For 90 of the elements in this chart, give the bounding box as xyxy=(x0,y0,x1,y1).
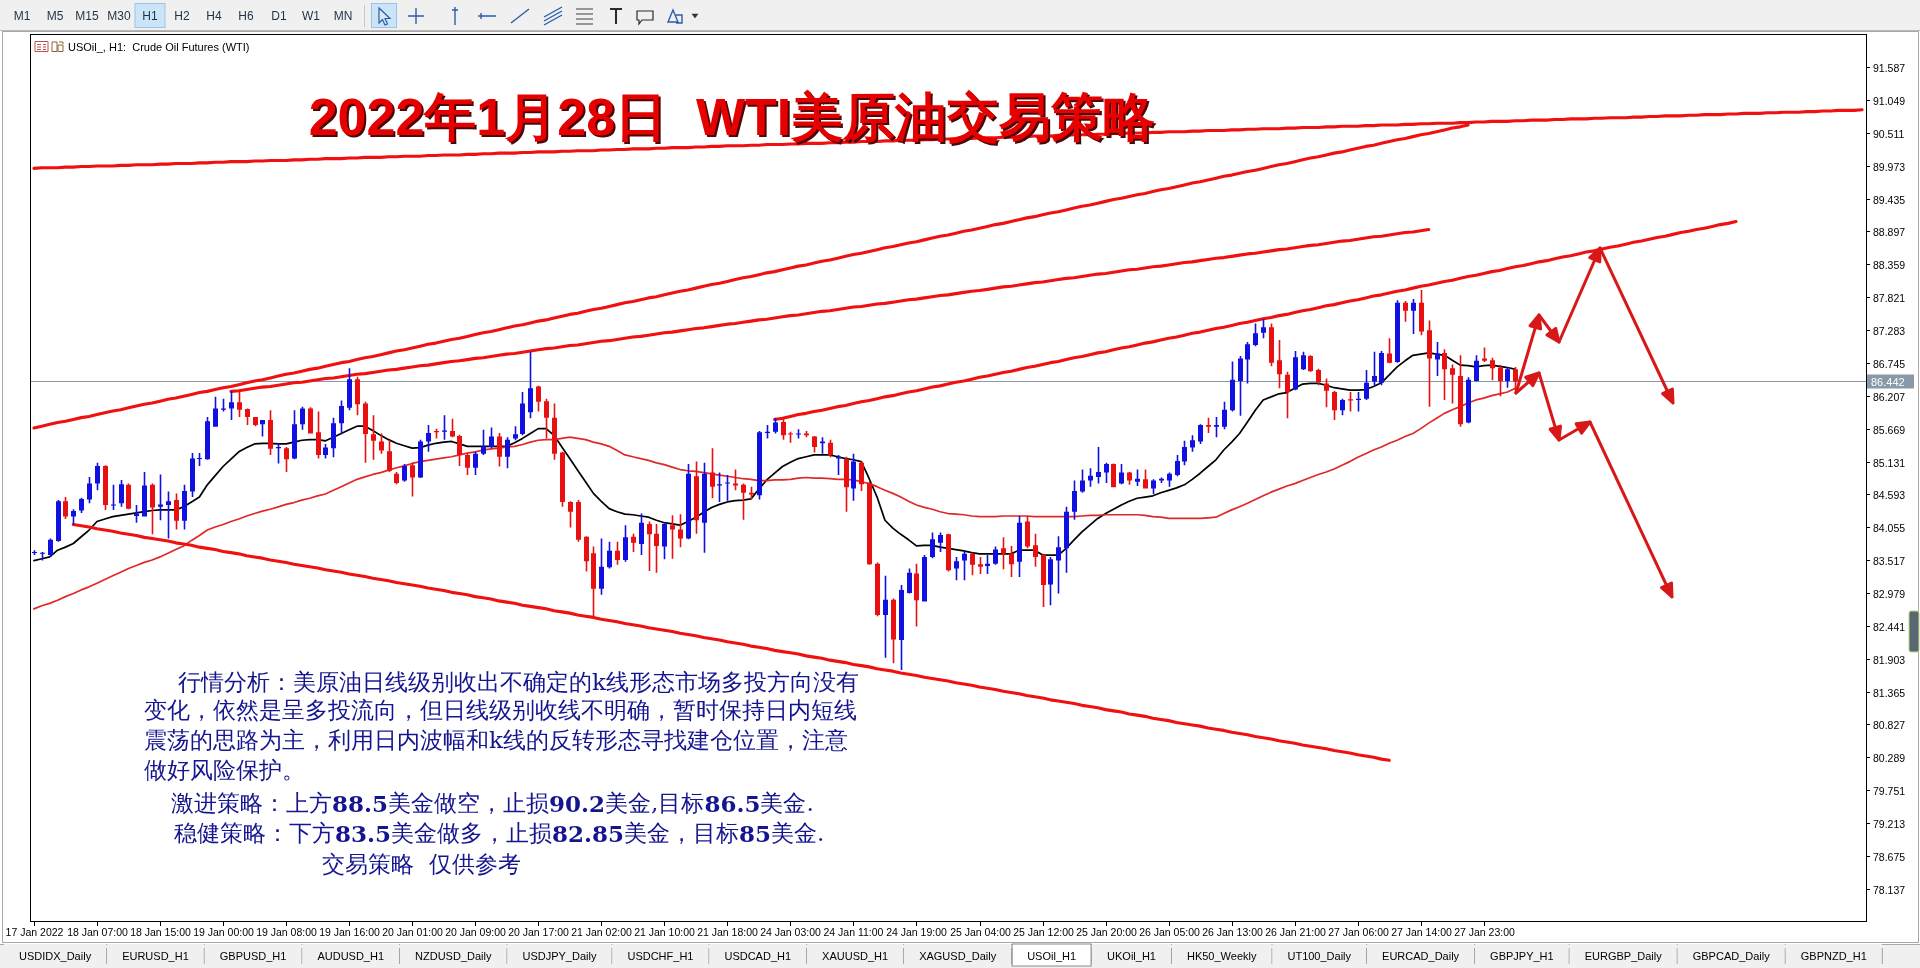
y-tick-label: 86.745 xyxy=(1873,357,1906,370)
x-tick-label: 25 Jan 20:00 xyxy=(1076,926,1138,938)
y-tick-label: 88.897 xyxy=(1873,225,1906,238)
x-tick-label: 21 Jan 02:00 xyxy=(571,926,633,938)
y-tick-label: 82.979 xyxy=(1873,587,1906,600)
text: EURUSD_H1 xyxy=(122,950,189,962)
x-tick-label: 20 Jan 01:00 xyxy=(382,926,444,938)
text: HK50_Weekly xyxy=(1186,950,1257,962)
text: D1 xyxy=(271,9,287,23)
text: XAGUSD_Daily xyxy=(919,950,997,962)
text: XAUUSD_H1 xyxy=(822,950,889,962)
x-tick-label: 25 Jan 04:00 xyxy=(950,926,1012,938)
y-tick-label: 79.213 xyxy=(1873,817,1906,830)
y-tick-label: 81.903 xyxy=(1873,653,1906,666)
y-tick-label: 85.669 xyxy=(1873,423,1906,436)
text: MN xyxy=(333,9,353,23)
y-tick-label: 80.827 xyxy=(1873,718,1906,731)
y-tick-label: 81.365 xyxy=(1873,686,1906,699)
y-tick-label: 78.675 xyxy=(1873,850,1906,863)
x-tick-label: 17 Jan 2022 xyxy=(5,926,64,938)
x-tick-label: 20 Jan 17:00 xyxy=(508,926,570,938)
x-tick-label: 27 Jan 14:00 xyxy=(1391,926,1453,938)
x-tick-label: 21 Jan 10:00 xyxy=(634,926,696,938)
text: USDIDX_Daily xyxy=(19,950,92,962)
x-tick-label: 25 Jan 12:00 xyxy=(1013,926,1075,938)
x-tick-label: 19 Jan 16:00 xyxy=(319,926,381,938)
y-tick-label: 88.359 xyxy=(1873,258,1906,271)
text: EURCAD_Daily xyxy=(1382,950,1460,962)
y-tick-label: 90.511 xyxy=(1873,127,1905,140)
y-tick-label: 87.821 xyxy=(1873,291,1906,304)
text: GBPJPY_H1 xyxy=(1490,950,1554,962)
text: H4 xyxy=(206,9,222,23)
x-tick-label: 24 Jan 11:00 xyxy=(823,926,884,938)
text: 2022年1月28日 WTI美原油交易策略 xyxy=(308,88,1156,146)
annotation: 震荡的思路为主，利用日内波幅和k线的反转形态寻找建仓位置，注意 xyxy=(144,727,848,753)
x-tick-label: 18 Jan 15:00 xyxy=(130,926,192,938)
x-tick-label: 19 Jan 08:00 xyxy=(256,926,318,938)
x-tick-label: 21 Jan 18:00 xyxy=(697,926,759,938)
text: USOil_H1 xyxy=(1027,950,1077,962)
x-tick-label: 27 Jan 06:00 xyxy=(1328,926,1390,938)
y-tick-label: 89.435 xyxy=(1873,193,1906,206)
y-tick-label: 78.137 xyxy=(1873,883,1906,896)
y-tick-label: 83.517 xyxy=(1873,554,1906,567)
text: USDCAD_H1 xyxy=(724,950,792,962)
annotation: 变化，依然是呈多投流向，但日线级别收线不明确，暂时保持日内短线 xyxy=(144,697,857,723)
x-tick-label: 24 Jan 03:00 xyxy=(760,926,822,938)
y-tick-label: 79.751 xyxy=(1873,784,1906,797)
x-tick-label: 26 Jan 21:00 xyxy=(1265,926,1327,938)
y-tick-label: 82.441 xyxy=(1873,620,1906,633)
text: EURGBP_Daily xyxy=(1584,950,1663,962)
text: W1 xyxy=(302,9,321,23)
annotation: 做好风险保护。 xyxy=(144,757,305,783)
annotation: 行情分析：美原油日线级别收出不确定的k线形态市场多投方向没有 xyxy=(178,669,859,695)
text: UKOil_H1 xyxy=(1107,950,1156,962)
x-tick-label: 26 Jan 05:00 xyxy=(1139,926,1201,938)
y-tick-label: 85.131 xyxy=(1873,456,1906,469)
text: GBPNZD_H1 xyxy=(1800,950,1867,962)
text: M15 xyxy=(75,9,99,23)
y-tick-label: 91.049 xyxy=(1873,94,1906,107)
y-tick-label: 86.207 xyxy=(1873,390,1906,403)
ref-line-label: 86.442 xyxy=(1871,375,1905,388)
text: USDCHF_H1 xyxy=(627,950,694,962)
y-tick-label: 91.587 xyxy=(1873,61,1906,74)
text: GBPUSD_H1 xyxy=(219,950,287,962)
text: GBPCAD_Daily xyxy=(1692,950,1771,962)
text: M1 xyxy=(13,9,31,23)
text: AUDUSD_H1 xyxy=(317,950,385,962)
annotation: 稳健策略：下方83.5美金做多，止损82.85美金，目标85美金. xyxy=(174,819,825,847)
annotation: 激进策略：上方88.5美金做空，止损90.2美金,目标86.5美金. xyxy=(171,789,814,817)
x-tick-label: 27 Jan 23:00 xyxy=(1454,926,1516,938)
text: H1 xyxy=(142,9,158,23)
x-tick-label: 19 Jan 00:00 xyxy=(193,926,255,938)
x-tick-label: 18 Jan 07:00 xyxy=(67,926,129,938)
y-tick-label: 84.593 xyxy=(1873,488,1906,501)
text: USOil_, H1: Crude Oil Futures (WTI) xyxy=(68,41,250,53)
text: UT100_Daily xyxy=(1287,950,1352,962)
y-tick-label: 89.973 xyxy=(1873,160,1906,173)
text: M30 xyxy=(107,9,131,23)
text: M5 xyxy=(46,9,64,23)
annotation: 交易策略 仅供参考 xyxy=(322,851,521,877)
text: H6 xyxy=(238,9,254,23)
y-tick-label: 84.055 xyxy=(1873,521,1906,534)
y-tick-label: 80.289 xyxy=(1873,751,1906,764)
y-tick-label: 87.283 xyxy=(1873,324,1906,337)
x-tick-label: 20 Jan 09:00 xyxy=(445,926,507,938)
text: H2 xyxy=(174,9,190,23)
text: USDJPY_Daily xyxy=(522,950,597,962)
text: NZDUSD_Daily xyxy=(415,950,492,962)
x-tick-label: 24 Jan 19:00 xyxy=(886,926,948,938)
x-tick-label: 26 Jan 13:00 xyxy=(1202,926,1264,938)
